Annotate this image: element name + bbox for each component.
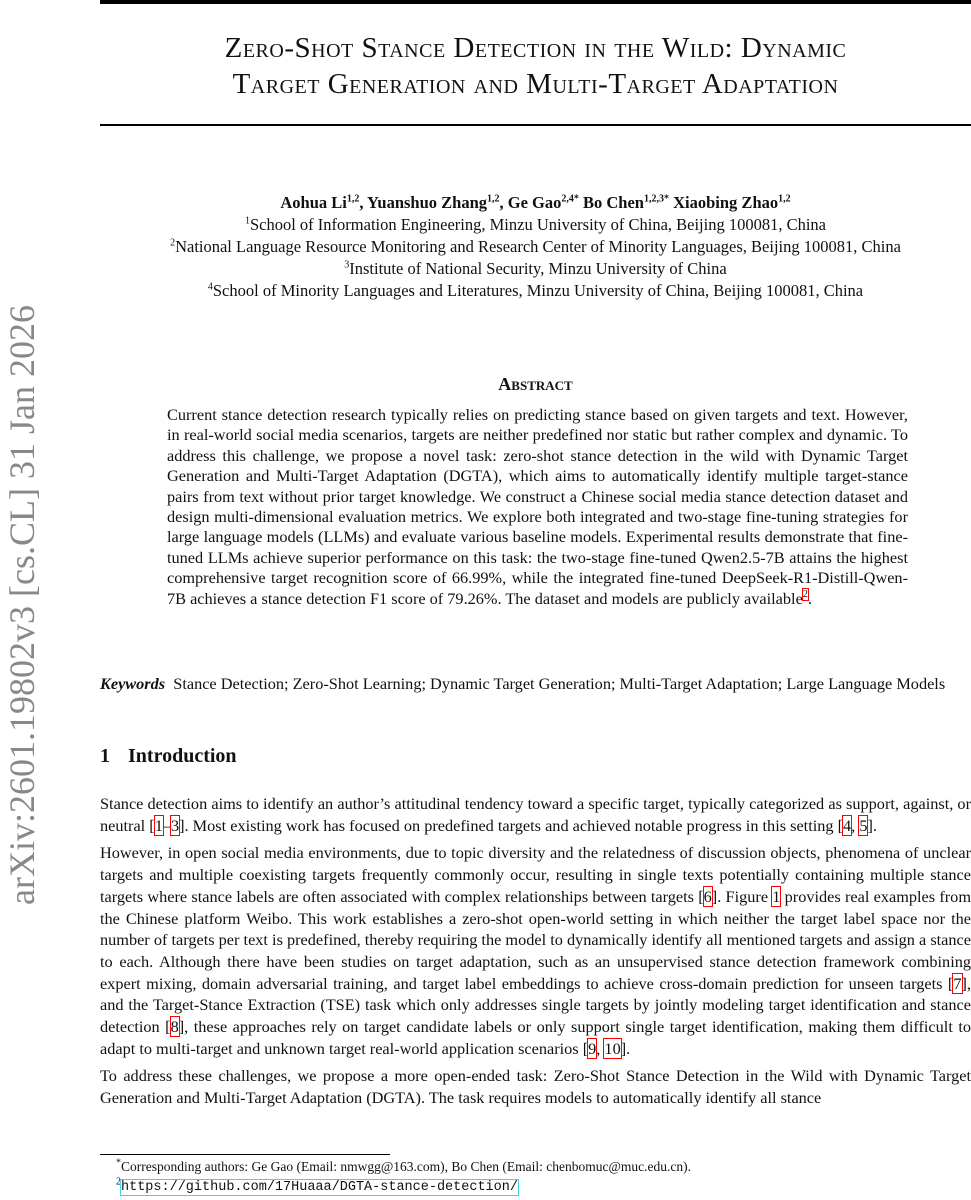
author-name: Ge Gao [507,193,562,212]
affiliation: 3Institute of National Security, Minzu U… [100,258,971,280]
affiliation-text: Institute of National Security, Minzu Un… [349,259,727,278]
affiliation-text: School of Minority Languages and Literat… [212,281,864,300]
paragraph: However, in open social media environmen… [100,842,971,1059]
section-heading: 1 Introduction [100,745,237,768]
body-text: Stance detection aims to identify an aut… [100,793,971,1115]
paragraph: Stance detection aims to identify an aut… [100,793,971,836]
footnotes: *Corresponding authors: Ge Gao (Email: n… [116,1157,691,1197]
citation-link[interactable]: 7 [952,972,963,994]
affiliations: 1School of Information Engineering, Minz… [100,214,971,302]
author-name: Yuanshuo Zhang [367,193,488,212]
affiliation-text: School of Information Engineering, Minzu… [249,215,827,234]
keywords-label: Keywords [100,674,166,693]
section-number: 1 [100,745,110,767]
footnote-mark: 2 [116,1176,121,1188]
github-link[interactable]: https://github.com/17Huaaa/DGTA-stance-d… [120,1179,519,1196]
citation-link[interactable]: 9 [587,1037,598,1059]
affiliation-number: 1 [244,215,250,227]
text-segment: ], and the Target-Stance Extraction (TSE… [100,973,971,1037]
footnote-url: 2https://github.com/17Huaaa/DGTA-stance-… [116,1176,691,1197]
citation-link[interactable]: 6 [702,885,713,907]
citation-link[interactable]: 1 [153,814,164,836]
affiliation: 1School of Information Engineering, Minz… [100,214,971,236]
affiliation-number: 3 [344,259,350,271]
text-segment: Stance detection aims to identify an aut… [100,794,971,835]
text-segment: ]. Figure [711,886,773,906]
author-affiliation-mark: 1,2 [778,193,791,205]
title-bottom-rule [100,124,971,126]
title-line: Target Generation and Multi-Target Adapt… [232,68,839,100]
citation-link[interactable]: 3 [169,814,181,836]
affiliation-text: National Language Resource Monitoring an… [175,237,901,256]
abstract-text: Current stance detection research typica… [167,405,908,608]
author-block: Aohua Li1,2, Yuanshuo Zhang1,2, Ge Gao2,… [100,192,971,302]
author-name: Xiaobing Zhao [673,193,779,212]
author-affiliation-mark: 1,2 [487,193,500,205]
author-names: Aohua Li1,2, Yuanshuo Zhang1,2, Ge Gao2,… [280,193,791,212]
text-segment: , [851,815,860,835]
footnote-rule [100,1154,390,1155]
citation-link[interactable]: 4 [842,814,853,836]
title-line: Zero-Shot Stance Detection in the Wild: … [224,32,847,64]
footnote-mark: * [116,1157,121,1169]
citation-link[interactable]: 5 [858,814,869,836]
paragraph: To address these challenges, we propose … [100,1065,971,1108]
affiliation-number: 2 [170,237,176,249]
text-segment: ], these approaches rely on target candi… [100,1017,971,1058]
arxiv-identifier: arXiv:2601.19802v3 [cs.CL] 31 Jan 2026 [2,305,42,905]
author-affiliation-mark: 2,4* [561,193,579,205]
footnote-link[interactable]: 2 [801,588,809,602]
text-segment: ]. Most existing work has focused on pre… [179,815,844,835]
text-segment: – [162,815,171,835]
footnote-corresponding: *Corresponding authors: Ge Gao (Email: n… [116,1157,691,1176]
paper-title: Zero-Shot Stance Detection in the Wild: … [100,30,971,102]
top-rule [100,0,971,4]
footnote-text: Corresponding authors: Ge Gao (Email: nm… [121,1159,691,1174]
section-title: Introduction [128,745,237,767]
keywords: Keywords Stance Detection; Zero-Shot Lea… [100,674,971,694]
abstract-end: . [807,588,812,608]
affiliation: 2National Language Resource Monitoring a… [100,236,971,258]
abstract-heading: Abstract [498,374,573,394]
text-segment: ]. [867,815,877,835]
author-affiliation-mark: 1,2 [346,193,360,205]
affiliation: 4School of Minority Languages and Litera… [100,280,971,302]
abstract-body: Current stance detection research typica… [167,405,908,609]
affiliation-number: 4 [207,281,213,293]
citation-link[interactable]: 1 [771,885,782,907]
text-segment: To address these challenges, we propose … [100,1066,971,1108]
citation-link[interactable]: 8 [169,1016,180,1038]
author-name: Aohua Li [280,193,347,212]
text-segment: , [596,1038,605,1058]
text-segment: provides real examples from the Chinese … [100,886,971,993]
author-name: Bo Chen [583,193,644,212]
keywords-text: Stance Detection; Zero-Shot Learning; Dy… [173,674,946,693]
author-affiliation-mark: 1,2,3* [644,193,669,205]
text-segment: However, in open social media environmen… [100,843,971,906]
text-segment: ]. [620,1038,631,1058]
citation-link[interactable]: 10 [603,1037,622,1059]
